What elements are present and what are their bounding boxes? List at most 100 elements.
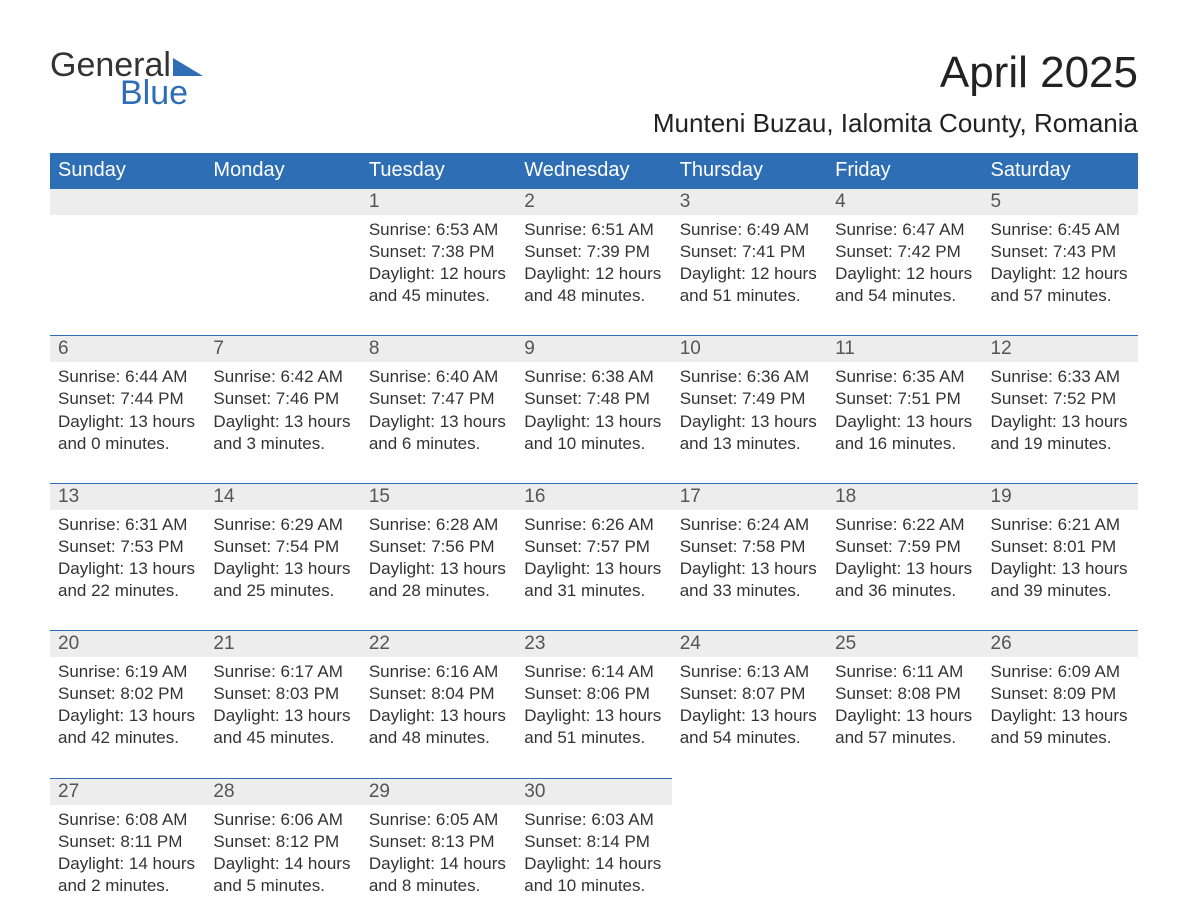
cell-line: Sunrise: 6:08 AM (58, 809, 197, 831)
date-content-cell: Sunrise: 6:51 AMSunset: 7:39 PMDaylight:… (516, 215, 671, 336)
brand-word2: Blue (50, 76, 203, 110)
month-title: April 2025 (653, 48, 1138, 98)
location-subtitle: Munteni Buzau, Ialomita County, Romania (653, 108, 1138, 139)
date-number-cell: 3 (672, 189, 827, 216)
cell-line: Sunset: 8:08 PM (835, 683, 974, 705)
weekday-header: Friday (827, 153, 982, 189)
cell-line: Sunset: 7:38 PM (369, 241, 508, 263)
date-number-cell: 28 (205, 778, 360, 805)
cell-line: Sunrise: 6:45 AM (991, 219, 1130, 241)
weekday-header: Tuesday (361, 153, 516, 189)
date-content-cell: Sunrise: 6:44 AMSunset: 7:44 PMDaylight:… (50, 362, 205, 483)
date-content-cell (672, 805, 827, 915)
date-content-cell: Sunrise: 6:28 AMSunset: 7:56 PMDaylight:… (361, 510, 516, 631)
date-number-cell: 24 (672, 631, 827, 658)
cell-line: and 31 minutes. (524, 580, 663, 602)
date-number-cell: 1 (361, 189, 516, 216)
cell-line: and 57 minutes. (835, 727, 974, 749)
cell-line: Sunset: 8:07 PM (680, 683, 819, 705)
cell-line: Sunset: 7:44 PM (58, 388, 197, 410)
date-number-cell: 12 (983, 336, 1138, 363)
date-content-cell: Sunrise: 6:45 AMSunset: 7:43 PMDaylight:… (983, 215, 1138, 336)
cell-line: Daylight: 13 hours (991, 705, 1130, 727)
cell-line: Daylight: 14 hours (369, 853, 508, 875)
cell-line: Sunrise: 6:09 AM (991, 661, 1130, 683)
date-content-cell: Sunrise: 6:31 AMSunset: 7:53 PMDaylight:… (50, 510, 205, 631)
cell-line: Sunset: 7:54 PM (213, 536, 352, 558)
cell-line: Daylight: 14 hours (58, 853, 197, 875)
date-number-cell: 29 (361, 778, 516, 805)
weekday-header-row: SundayMondayTuesdayWednesdayThursdayFrid… (50, 153, 1138, 189)
cell-line: Daylight: 13 hours (213, 705, 352, 727)
date-content-cell: Sunrise: 6:03 AMSunset: 8:14 PMDaylight:… (516, 805, 671, 915)
date-number-cell: 27 (50, 778, 205, 805)
date-number-cell: 8 (361, 336, 516, 363)
date-number-cell (983, 778, 1138, 805)
date-number-row: 12345 (50, 189, 1138, 216)
cell-line: Sunset: 7:42 PM (835, 241, 974, 263)
date-content-row: Sunrise: 6:19 AMSunset: 8:02 PMDaylight:… (50, 657, 1138, 778)
cell-line: and 19 minutes. (991, 433, 1130, 455)
cell-line: Sunrise: 6:03 AM (524, 809, 663, 831)
date-content-cell: Sunrise: 6:16 AMSunset: 8:04 PMDaylight:… (361, 657, 516, 778)
date-number-cell: 6 (50, 336, 205, 363)
date-content-cell: Sunrise: 6:05 AMSunset: 8:13 PMDaylight:… (361, 805, 516, 915)
cell-line: Sunrise: 6:13 AM (680, 661, 819, 683)
date-content-row: Sunrise: 6:53 AMSunset: 7:38 PM Daylight:… (50, 215, 1138, 336)
cell-line: Sunrise: 6:47 AM (835, 219, 974, 241)
cell-line: Daylight: 13 hours (835, 558, 974, 580)
date-content-cell: Sunrise: 6:14 AMSunset: 8:06 PMDaylight:… (516, 657, 671, 778)
cell-line: Daylight: 12 hours (835, 263, 974, 285)
cell-line: Sunset: 7:59 PM (835, 536, 974, 558)
date-number-cell: 25 (827, 631, 982, 658)
cell-line: Daylight: 13 hours (524, 705, 663, 727)
cell-line: Daylight: 12 hours (680, 263, 819, 285)
cell-line: and 10 minutes. (524, 875, 663, 897)
date-number-cell: 30 (516, 778, 671, 805)
date-number-cell: 2 (516, 189, 671, 216)
date-content-cell: Sunrise: 6:24 AMSunset: 7:58 PMDaylight:… (672, 510, 827, 631)
cell-line: and 22 minutes. (58, 580, 197, 602)
cell-line: and 5 minutes. (213, 875, 352, 897)
cell-line: Daylight: 13 hours (835, 411, 974, 433)
date-content-cell: Sunrise: 6:11 AMSunset: 8:08 PMDaylight:… (827, 657, 982, 778)
date-number-cell (827, 778, 982, 805)
cell-line: and 51 minutes. (524, 727, 663, 749)
date-number-row: 13141516171819 (50, 483, 1138, 510)
date-content-cell: Sunrise: 6:53 AMSunset: 7:38 PMDaylight:… (361, 215, 516, 336)
cell-line: and 0 minutes. (58, 433, 197, 455)
cell-line: Sunrise: 6:06 AM (213, 809, 352, 831)
cell-line: Sunrise: 6:28 AM (369, 514, 508, 536)
date-number-cell (205, 189, 360, 216)
cell-line: and 16 minutes. (835, 433, 974, 455)
date-content-cell (50, 215, 205, 336)
cell-line: Sunset: 7:52 PM (991, 388, 1130, 410)
cell-line: Sunrise: 6:53 AM (369, 219, 508, 241)
cell-line: Sunrise: 6:49 AM (680, 219, 819, 241)
cell-line: Sunset: 7:46 PM (213, 388, 352, 410)
cell-line: Sunset: 7:43 PM (991, 241, 1130, 263)
cell-line: Daylight: 13 hours (835, 705, 974, 727)
date-content-row: Sunrise: 6:08 AMSunset: 8:11 PMDaylight:… (50, 805, 1138, 915)
date-content-cell: Sunrise: 6:33 AMSunset: 7:52 PMDaylight:… (983, 362, 1138, 483)
cell-line: Daylight: 12 hours (991, 263, 1130, 285)
cell-line: Daylight: 13 hours (213, 411, 352, 433)
cell-line: Sunrise: 6:42 AM (213, 366, 352, 388)
cell-line: and 57 minutes. (991, 285, 1130, 307)
cell-line: Sunrise: 6:24 AM (680, 514, 819, 536)
date-number-cell: 19 (983, 483, 1138, 510)
date-content-cell: Sunrise: 6:29 AMSunset: 7:54 PMDaylight:… (205, 510, 360, 631)
cell-line: Sunset: 8:09 PM (991, 683, 1130, 705)
date-number-cell: 21 (205, 631, 360, 658)
date-content-cell (827, 805, 982, 915)
header-bar: General Blue April 2025 Munteni Buzau, I… (50, 48, 1138, 149)
cell-line: Sunrise: 6:17 AM (213, 661, 352, 683)
cell-line: and 51 minutes. (680, 285, 819, 307)
cell-line: Sunset: 8:01 PM (991, 536, 1130, 558)
date-number-cell: 15 (361, 483, 516, 510)
date-number-cell: 5 (983, 189, 1138, 216)
weekday-header: Sunday (50, 153, 205, 189)
date-number-row: 20212223242526 (50, 631, 1138, 658)
cell-line: and 13 minutes. (680, 433, 819, 455)
cell-line: Sunrise: 6:11 AM (835, 661, 974, 683)
